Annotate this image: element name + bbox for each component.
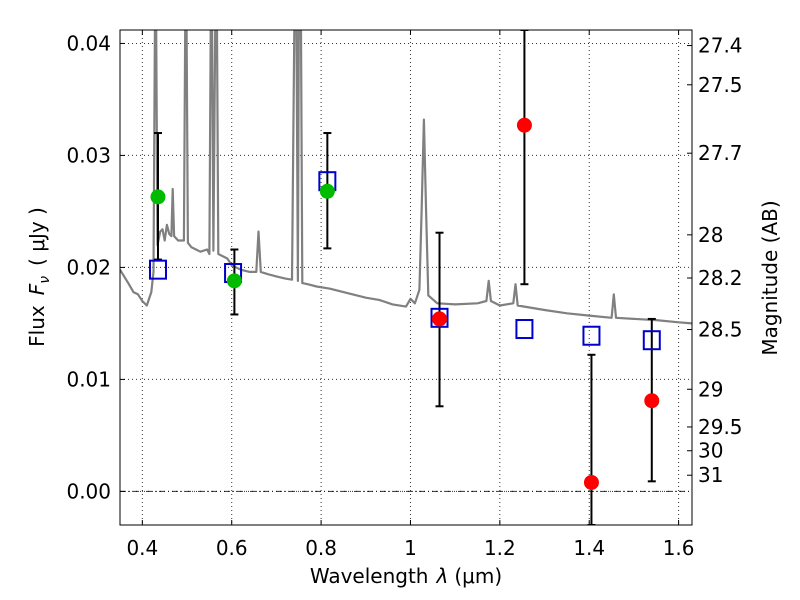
observed-points bbox=[150, 117, 660, 490]
x-tick-label: 0.4 bbox=[126, 536, 158, 560]
y-tick-label: 0.00 bbox=[66, 479, 111, 503]
magnitude-tick-label: 27.4 bbox=[698, 34, 743, 58]
magnitude-tick-label: 30 bbox=[698, 439, 723, 463]
spectrum-line-layer bbox=[120, 30, 692, 325]
y-tick-label: 0.04 bbox=[66, 31, 111, 55]
x-axis-ticks: 0.4 0.6 0.8 1 1.2 1.4 1.6 bbox=[126, 30, 695, 560]
non-detection-point bbox=[583, 474, 599, 490]
detection-point bbox=[226, 273, 242, 289]
magnitude-tick-label: 31 bbox=[698, 463, 723, 487]
x-tick-label: 1.2 bbox=[484, 536, 516, 560]
model-photometry-square bbox=[430, 307, 449, 328]
spectrum-line bbox=[120, 30, 692, 325]
non-detection-point bbox=[432, 311, 448, 327]
model-photometry-square bbox=[148, 259, 167, 280]
grid-lines bbox=[120, 30, 692, 525]
magnitude-tick-label: 28.2 bbox=[698, 266, 743, 290]
non-detection-point bbox=[644, 393, 660, 409]
x-tick-label: 1.4 bbox=[573, 536, 605, 560]
model-photometry-squares bbox=[148, 171, 661, 351]
model-photometry-square bbox=[582, 325, 601, 346]
model-photometry-square bbox=[642, 330, 661, 351]
magnitude-tick-label: 27.7 bbox=[698, 141, 743, 165]
magnitude-tick-label: 29.5 bbox=[698, 415, 743, 439]
magnitude-tick-label: 28.5 bbox=[698, 318, 743, 342]
y-tick-label: 0.01 bbox=[66, 367, 111, 391]
non-detection-point bbox=[516, 117, 532, 133]
model-photometry-square bbox=[515, 319, 534, 340]
magnitude-tick-label: 28 bbox=[698, 223, 723, 247]
y-axis-ticks: 0.00 0.01 0.02 0.03 0.04 bbox=[66, 31, 125, 503]
plot-area bbox=[120, 30, 692, 525]
plot-content bbox=[120, 30, 692, 525]
x-tick-label: 1.6 bbox=[663, 536, 695, 560]
y-tick-label: 0.02 bbox=[66, 255, 111, 279]
plot-frame bbox=[119, 29, 693, 526]
x-tick-label: 0.6 bbox=[216, 536, 248, 560]
y-tick-label: 0.03 bbox=[66, 143, 111, 167]
x-tick-label: 0.8 bbox=[305, 536, 337, 560]
magnitude-tick-label: 27.5 bbox=[698, 73, 743, 97]
magnitude-axis-title: Magnitude (AB) bbox=[758, 200, 782, 355]
x-tick-label: 1 bbox=[404, 536, 417, 560]
detection-point bbox=[319, 183, 335, 199]
magnitude-tick-label: 29 bbox=[698, 377, 723, 401]
x-axis-title: Wavelength λ (μm) bbox=[310, 564, 502, 588]
y-axis-title: FluxFν( μJy ) bbox=[25, 207, 53, 347]
detection-point bbox=[150, 189, 166, 205]
